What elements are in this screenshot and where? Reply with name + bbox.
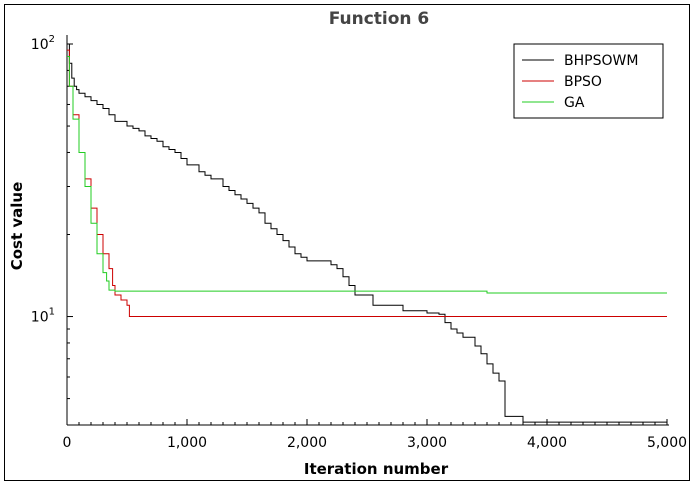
- series-line-ga: [67, 56, 667, 294]
- y-tick-label: 102: [31, 34, 55, 53]
- chart-title: Function 6: [329, 9, 430, 29]
- legend-label-bhpsowm: BHPSOWM: [564, 53, 638, 69]
- x-tick-label: 5,000: [647, 435, 687, 451]
- x-tick-label: 2,000: [287, 435, 327, 451]
- legend-label-ga: GA: [564, 95, 585, 111]
- legend-label-bpso: BPSO: [564, 74, 602, 90]
- x-tick-label: 3,000: [407, 435, 447, 451]
- x-tick-label: 4,000: [527, 435, 567, 451]
- legend: BHPSOWM BPSO GA: [513, 43, 664, 119]
- x-tick-label: 0: [63, 435, 72, 451]
- x-tick-label: 1,000: [167, 435, 207, 451]
- series-line-bhpsowm: [67, 43, 667, 423]
- chart-frame: [4, 4, 690, 481]
- x-axis-label: Iteration number: [304, 460, 449, 478]
- y-tick-label: 101: [31, 307, 55, 326]
- y-axis-label: Cost value: [8, 182, 26, 271]
- plot-area: 0 1,000 2,000 3,000 4,000 5,000 101 102: [31, 34, 687, 451]
